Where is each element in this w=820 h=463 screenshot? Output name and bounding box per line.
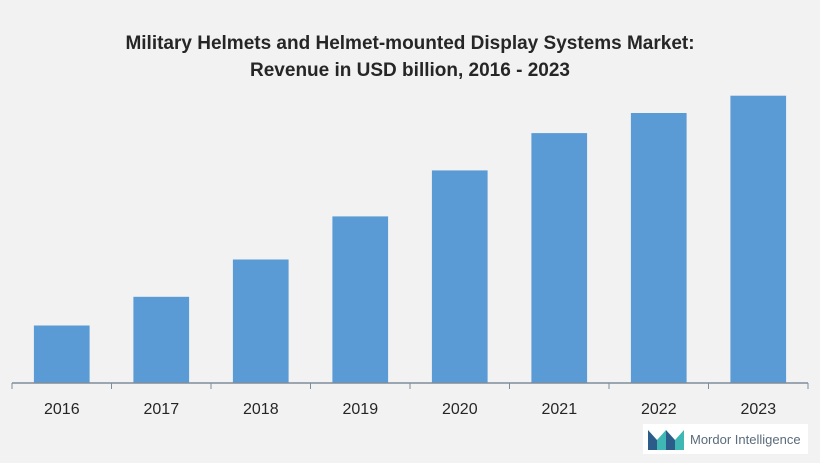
x-axis-tick-labels: 2016 2017 2018 2019 2020 2021 2022 2023 bbox=[44, 401, 776, 418]
chart-title-line-1: Military Helmets and Helmet-mounted Disp… bbox=[125, 33, 695, 54]
x-tick-label-2020: 2020 bbox=[442, 401, 478, 418]
x-tick-label-2017: 2017 bbox=[144, 401, 180, 418]
chart-title: Military Helmets and Helmet-mounted Disp… bbox=[0, 30, 820, 84]
brand-watermark: Mordor Intelligence bbox=[643, 424, 808, 454]
watermark-brand-text: Mordor Intelligence bbox=[690, 431, 801, 447]
bars-group bbox=[33, 95, 787, 383]
mordor-intelligence-logo-icon bbox=[648, 430, 684, 450]
chart-title-line-2: Revenue in USD billion, 2016 - 2023 bbox=[250, 60, 570, 81]
bar-2017 bbox=[133, 296, 190, 383]
x-tick-label-2022: 2022 bbox=[641, 401, 677, 418]
bar-2020 bbox=[431, 170, 488, 383]
bar-2018 bbox=[232, 259, 289, 383]
x-axis-ticks bbox=[11, 383, 809, 389]
bar-2016 bbox=[33, 325, 90, 383]
bar-2019 bbox=[332, 216, 389, 383]
x-tick-label-2016: 2016 bbox=[44, 401, 80, 418]
x-tick-label-2023: 2023 bbox=[741, 401, 777, 418]
bar-2022 bbox=[630, 113, 687, 383]
x-tick-label-2018: 2018 bbox=[243, 401, 279, 418]
x-tick-label-2021: 2021 bbox=[542, 401, 578, 418]
x-tick-label-2019: 2019 bbox=[343, 401, 379, 418]
bar-2023 bbox=[730, 95, 787, 383]
bar-2021 bbox=[531, 133, 588, 383]
